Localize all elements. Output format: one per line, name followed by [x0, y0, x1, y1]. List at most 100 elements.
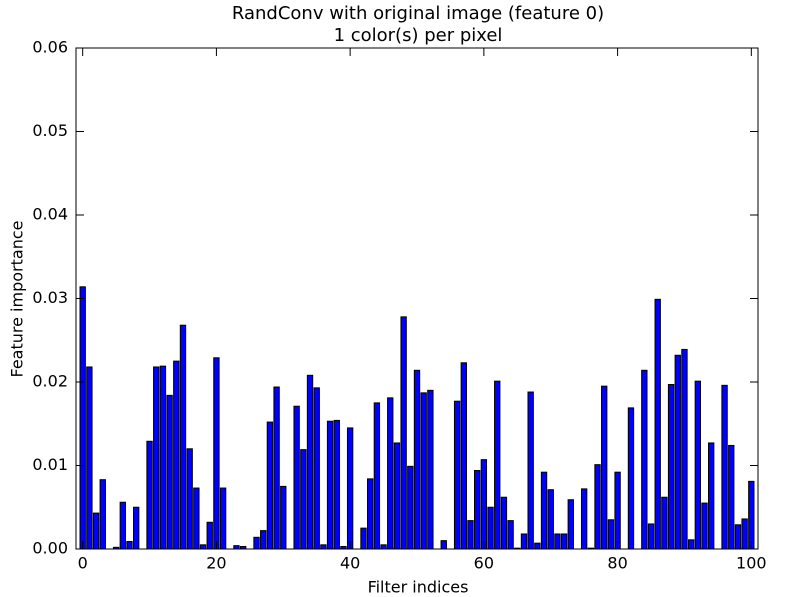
- y-tick-label: 0.04: [32, 205, 68, 224]
- bar: [159, 365, 167, 550]
- bar: [681, 348, 688, 550]
- bar: [667, 384, 675, 550]
- bar: [474, 470, 481, 550]
- bar: [333, 419, 340, 550]
- bar: [534, 542, 541, 550]
- bar: [580, 488, 588, 550]
- y-tick-label: 0.06: [32, 38, 68, 57]
- bar: [393, 442, 401, 550]
- bar: [260, 530, 267, 550]
- bar: [748, 480, 755, 550]
- bar: [326, 420, 334, 550]
- x-tick-label: 80: [607, 554, 627, 573]
- x-tick-label: 40: [340, 554, 360, 573]
- x-tick-label: 20: [206, 554, 226, 573]
- x-tick-label: 100: [736, 554, 767, 573]
- bar: [567, 499, 574, 550]
- bar: [313, 387, 320, 550]
- bar: [233, 545, 240, 550]
- y-axis-label: Feature importance: [8, 221, 27, 378]
- bar: [427, 389, 434, 550]
- bar: [701, 502, 708, 550]
- bar: [527, 391, 534, 550]
- bar: [346, 427, 354, 550]
- y-tick-label: 0.02: [32, 372, 68, 391]
- bar: [674, 354, 681, 550]
- bar: [79, 286, 86, 550]
- bar: [266, 421, 274, 550]
- bar: [500, 496, 508, 550]
- bar: [320, 544, 327, 550]
- bar: [594, 464, 601, 550]
- bar: [708, 442, 715, 550]
- bar: [654, 298, 661, 550]
- bar: [253, 536, 260, 550]
- bar: [540, 471, 548, 550]
- bar: [387, 397, 394, 550]
- bar: [601, 385, 608, 550]
- bar: [453, 400, 461, 550]
- bar: [694, 380, 701, 550]
- bar: [467, 520, 474, 550]
- bar: [687, 539, 695, 550]
- bar: [173, 360, 180, 550]
- y-tick-label: 0.03: [32, 288, 68, 307]
- bar: [133, 506, 140, 550]
- bar: [480, 459, 488, 550]
- bar: [494, 380, 501, 550]
- bar: [206, 521, 213, 550]
- bar: [554, 533, 561, 550]
- bar: [293, 405, 300, 550]
- bar: [741, 518, 748, 550]
- bar: [728, 444, 735, 550]
- chart-subtitle: 1 color(s) per pixel: [334, 25, 503, 46]
- bar: [721, 384, 728, 550]
- bar: [373, 402, 381, 550]
- bar: [367, 478, 374, 550]
- bar: [219, 487, 227, 550]
- bar: [400, 316, 407, 550]
- bar: [166, 394, 173, 550]
- x-tick-label: 0: [78, 554, 88, 573]
- bar: [547, 489, 554, 550]
- bar: [413, 369, 421, 550]
- y-tick-label: 0.00: [32, 539, 68, 558]
- bar: [614, 471, 621, 550]
- bar: [179, 324, 187, 550]
- bar: [520, 533, 528, 550]
- bar: [186, 448, 193, 550]
- bar: [647, 523, 655, 550]
- y-tick-label: 0.01: [32, 455, 68, 474]
- bar: [146, 440, 153, 550]
- bar: [193, 487, 200, 550]
- bar: [153, 366, 160, 550]
- bar: [380, 544, 387, 550]
- bar: [440, 540, 447, 550]
- bar: [213, 357, 220, 550]
- bar: [641, 369, 648, 550]
- bar: [560, 533, 568, 550]
- bar: [407, 465, 414, 550]
- bar: [507, 520, 514, 550]
- bar: [280, 485, 287, 550]
- bar: [126, 540, 133, 550]
- bar: [420, 392, 427, 550]
- x-axis-label: Filter indices: [368, 578, 469, 597]
- bar: [607, 519, 615, 550]
- bar: [460, 362, 467, 550]
- bar: [360, 527, 367, 550]
- bar: [273, 386, 280, 550]
- chart-title: RandConv with original image (feature 0): [232, 3, 604, 24]
- bar: [92, 512, 100, 550]
- bar: [99, 479, 106, 550]
- bar: [734, 524, 742, 550]
- y-tick-label: 0.05: [32, 121, 68, 140]
- bar: [199, 544, 207, 550]
- bar: [300, 449, 307, 550]
- bar: [627, 407, 635, 550]
- bar: [86, 366, 93, 550]
- bar: [661, 496, 668, 550]
- bar: [119, 501, 126, 550]
- bar: [306, 374, 314, 550]
